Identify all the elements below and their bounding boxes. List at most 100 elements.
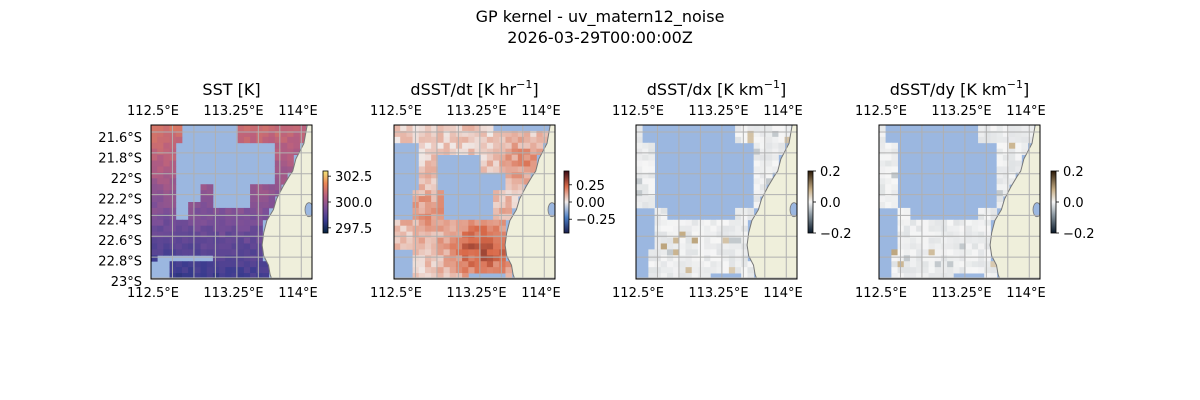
data-cell [474,125,482,132]
data-cell [243,225,251,233]
data-cell [885,190,892,197]
data-cell [735,267,742,274]
data-cell [909,231,917,238]
data-cell [231,213,239,221]
data-cell [499,160,506,167]
data-cell [753,125,761,132]
data-cell [978,231,985,238]
data-cell [971,249,979,256]
data-cell [1009,172,1016,179]
data-cell [468,261,475,268]
data-cell [536,148,544,156]
data-cell [922,237,929,244]
data-cell [679,225,686,233]
data-cell [250,219,257,227]
data-cell [474,225,482,233]
data-cell [231,207,239,215]
y-tick-label: 22.6°S [98,234,142,249]
data-cell [437,136,444,144]
data-cell [206,261,214,268]
x-tick-label-bottom: 112.5°E [612,286,664,301]
data-cell [660,231,668,238]
data-cell [766,130,773,138]
data-cell [499,261,506,268]
data-cell [524,172,531,179]
data-cell [978,136,985,144]
data-cell [996,130,1004,138]
data-cell [431,237,438,244]
x-tick-label-bottom: 112.5°E [855,286,907,301]
data-cell [462,273,469,279]
data-cell [996,154,1004,161]
data-cell [934,225,942,233]
data-cell [175,136,183,144]
data-cell [517,166,525,173]
data-cell [940,231,948,238]
y-tick-label: 22.4°S [98,213,142,228]
data-cell [256,225,263,233]
data-cell [293,148,301,156]
data-cell [163,125,170,132]
data-cell [449,249,457,256]
data-cell [181,243,189,250]
data-cell [679,237,686,244]
bay-feature [789,202,797,218]
data-cell [188,219,195,227]
data-cell [984,261,991,268]
data-cell [505,267,513,274]
data-cell [418,243,426,250]
data-cell [437,190,444,197]
data-cell [499,190,506,197]
data-cell [163,249,170,256]
data-cell [418,207,426,215]
data-cell [480,237,488,244]
data-cell [163,213,170,221]
data-cell [934,249,942,256]
data-cell [206,225,214,233]
data-cell [747,207,755,215]
data-cell [990,136,998,144]
data-cell [903,219,911,227]
data-cell [418,142,426,150]
data-cell [778,125,786,132]
data-cell [175,219,183,227]
data-cell [219,273,226,279]
data-cell [778,142,786,150]
data-cell [697,225,705,233]
data-cell [685,243,693,250]
data-cell [505,160,513,167]
data-cell [394,231,401,238]
data-cell [753,154,761,161]
data-cell [181,261,189,268]
data-cell [710,219,717,227]
data-cell [200,267,208,274]
data-cell [759,125,767,132]
data-cell [287,125,294,132]
data-cell [524,136,531,144]
data-cell [163,178,170,185]
data-cell [462,237,469,244]
data-cell [891,178,898,185]
data-cell [524,178,531,185]
y-tick-label: 22.8°S [98,254,142,269]
data-cell [753,196,761,203]
data-cell [237,225,245,233]
data-cell [462,136,469,144]
data-cell [947,231,954,238]
data-cell [219,213,226,221]
data-cell [934,237,942,244]
data-cell [274,154,282,161]
data-cell [753,172,761,179]
data-cell [480,255,488,262]
data-cell [642,202,649,209]
data-cell [1027,125,1035,132]
data-cell [151,148,158,156]
data-cell [1009,160,1016,167]
data-cell [274,160,282,167]
data-cell [666,237,674,244]
colorbar-tick-label: −0.25 [576,213,616,228]
data-cell [486,231,494,238]
data-cell [660,225,668,233]
data-cell [947,243,954,250]
colorbar-tick-label: 0.2 [820,165,841,180]
